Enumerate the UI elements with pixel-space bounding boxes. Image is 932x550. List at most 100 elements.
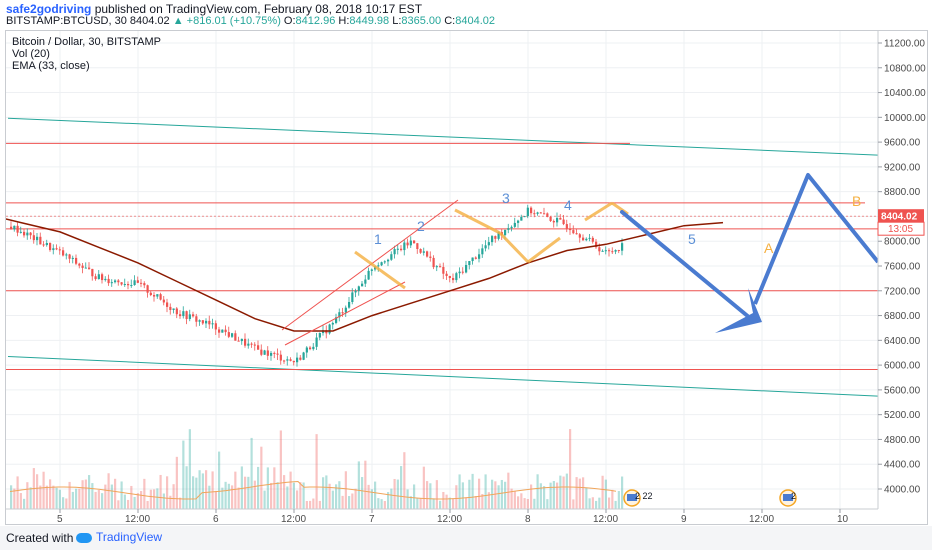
volume-bar xyxy=(484,474,487,509)
candle-body xyxy=(127,284,130,286)
volume-bar xyxy=(120,481,123,509)
ohlc-line: BITSTAMP:BTCUSD, 30 8404.02 ▲ +816.01 (+… xyxy=(6,15,495,27)
volume-bar xyxy=(504,481,507,509)
candle-body xyxy=(601,250,604,252)
volume-bar xyxy=(474,496,477,509)
candle-body xyxy=(367,270,370,280)
volume-bar xyxy=(260,446,263,509)
volume-bar xyxy=(10,485,13,509)
candle-body xyxy=(491,236,494,243)
volume-bar xyxy=(439,500,442,509)
volume-bar xyxy=(383,500,386,509)
current-price-badge xyxy=(878,209,924,223)
candle-body xyxy=(380,262,383,266)
volume-bar xyxy=(361,477,364,509)
volume-bar xyxy=(367,484,370,509)
volume-bar xyxy=(302,482,305,509)
volume-bar xyxy=(91,483,94,509)
volume-bar xyxy=(292,482,295,509)
candle-body xyxy=(530,207,533,214)
volume-bar xyxy=(299,482,302,509)
rising-line-b xyxy=(284,281,406,346)
volume-bar xyxy=(471,473,474,509)
candle-body xyxy=(468,261,471,265)
candle-body xyxy=(396,248,399,250)
legend-ema: EMA (33, close) xyxy=(12,60,90,72)
legend-title: Bitcoin / Dollar, 30, BITSTAMP xyxy=(12,36,161,48)
volume-bar xyxy=(117,500,120,509)
candle-body xyxy=(26,232,29,236)
candle-body xyxy=(13,225,16,230)
volume-bar xyxy=(162,493,165,509)
price-change: +816.01 (+10.75%) xyxy=(186,15,281,27)
volume-bar xyxy=(507,472,510,509)
volume-bar xyxy=(500,479,503,509)
candle-body xyxy=(309,347,312,350)
volume-bar xyxy=(179,497,182,509)
candle-body xyxy=(393,249,396,255)
volume-bar xyxy=(591,497,594,509)
volume-bar xyxy=(81,480,84,509)
candle-body xyxy=(478,254,481,259)
candle-body xyxy=(201,320,204,324)
candle-body xyxy=(273,352,276,354)
candle-body xyxy=(16,225,19,233)
price-axis-label: 10000.00 xyxy=(884,113,926,124)
volume-bar xyxy=(175,456,178,509)
volume-bar xyxy=(517,496,520,509)
candle-body xyxy=(36,236,39,241)
publish-line: safe2godriving published on TradingView.… xyxy=(6,2,422,16)
candle-body xyxy=(338,312,341,318)
candle-body xyxy=(257,345,260,350)
author-link[interactable]: safe2godriving xyxy=(6,2,92,16)
volume-bar xyxy=(185,466,188,509)
candle-body xyxy=(81,265,84,268)
candle-body xyxy=(133,280,136,286)
candle-body xyxy=(153,295,156,297)
volume-bar xyxy=(45,485,48,509)
volume-bar xyxy=(257,466,260,509)
candle-body xyxy=(179,314,182,317)
volume-bar xyxy=(205,470,208,509)
volume-bar xyxy=(143,478,146,509)
candle-body xyxy=(539,212,542,214)
candle-body xyxy=(390,254,393,260)
volume-bar xyxy=(244,476,247,509)
candle-body xyxy=(188,314,191,320)
volume-bar xyxy=(445,494,448,509)
tradingview-logo[interactable]: TradingView xyxy=(76,530,162,544)
candle-body xyxy=(49,242,52,251)
candle-body xyxy=(45,242,48,246)
candle-body xyxy=(377,265,380,267)
volume-bar xyxy=(211,471,214,509)
candle-body xyxy=(510,226,513,229)
time-axis-label: 5 xyxy=(57,514,63,525)
candle-body xyxy=(614,250,617,252)
volume-bar xyxy=(348,496,351,509)
volume-bar xyxy=(208,485,211,509)
candle-body xyxy=(484,245,487,249)
candle-body xyxy=(487,242,490,246)
candle-body xyxy=(611,251,614,253)
volume-bar xyxy=(78,488,81,509)
volume-bar xyxy=(364,460,367,509)
time-axis-label: 12:00 xyxy=(437,514,462,525)
candle-body xyxy=(10,226,13,230)
price-axis-label: 4400.00 xyxy=(884,460,921,471)
candle-body xyxy=(533,213,536,215)
tradingview-brand: TradingView xyxy=(96,530,163,544)
time-axis-label: 6 xyxy=(213,514,219,525)
wave-label-a: A xyxy=(764,240,774,256)
time-axis-label: 12:00 xyxy=(281,514,306,525)
volume-bar xyxy=(543,486,546,509)
price-axis-label: 7600.00 xyxy=(884,262,921,273)
candle-body xyxy=(205,320,208,324)
candle-body xyxy=(32,235,35,241)
volume-bar xyxy=(114,478,117,509)
candle-body xyxy=(198,320,201,322)
volume-bar xyxy=(286,486,289,509)
flag-icon xyxy=(783,494,793,501)
event-badge-count: 2 22 xyxy=(635,491,653,501)
candle-body xyxy=(312,346,315,350)
